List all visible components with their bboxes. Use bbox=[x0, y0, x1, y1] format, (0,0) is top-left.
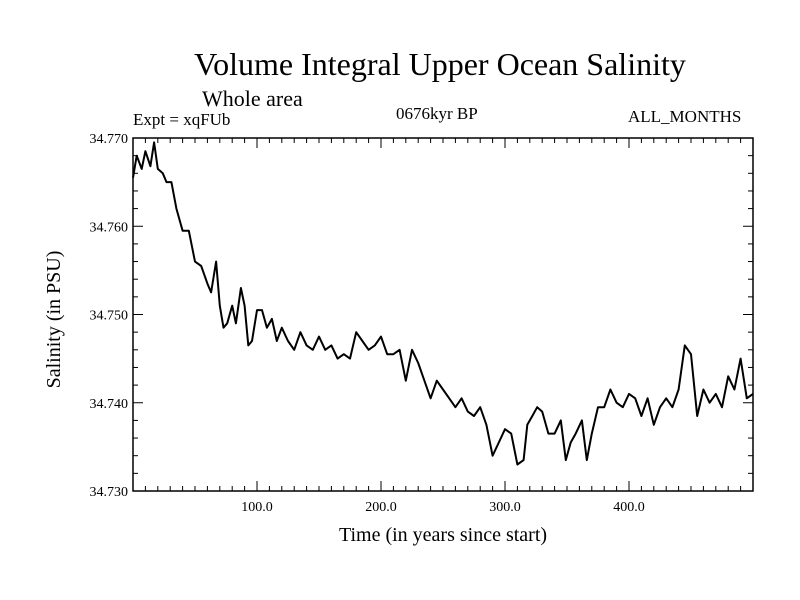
x-tick-label: 100.0 bbox=[241, 500, 273, 515]
y-tick-label: 34.740 bbox=[90, 397, 129, 412]
x-tick-label: 300.0 bbox=[489, 500, 521, 515]
x-axis-label: Time (in years since start) bbox=[339, 524, 547, 546]
y-tick-label: 34.750 bbox=[90, 309, 129, 324]
experiment-label: Expt = xqFUb bbox=[133, 110, 231, 129]
chart-title: Volume Integral Upper Ocean Salinity bbox=[194, 46, 686, 82]
axis-ticks bbox=[133, 138, 753, 491]
x-tick-label: 400.0 bbox=[613, 500, 645, 515]
y-axis-label: Salinity (in PSU) bbox=[43, 251, 65, 389]
period-label: 0676kyr BP bbox=[396, 104, 478, 123]
x-tick-labels: 100.0 200.0 300.0 400.0 bbox=[241, 500, 645, 515]
x-tick-label: 200.0 bbox=[365, 500, 397, 515]
y-tick-label: 34.730 bbox=[90, 485, 129, 500]
months-label: ALL_MONTHS bbox=[628, 107, 742, 126]
chart-subtitle: Whole area bbox=[202, 86, 303, 111]
y-tick-label: 34.770 bbox=[90, 132, 129, 147]
plot-frame bbox=[132, 137, 754, 492]
y-tick-labels: 34.730 34.740 34.750 34.760 34.770 bbox=[90, 132, 129, 500]
salinity-series-line bbox=[132, 141, 754, 466]
y-tick-label: 34.760 bbox=[90, 220, 129, 235]
